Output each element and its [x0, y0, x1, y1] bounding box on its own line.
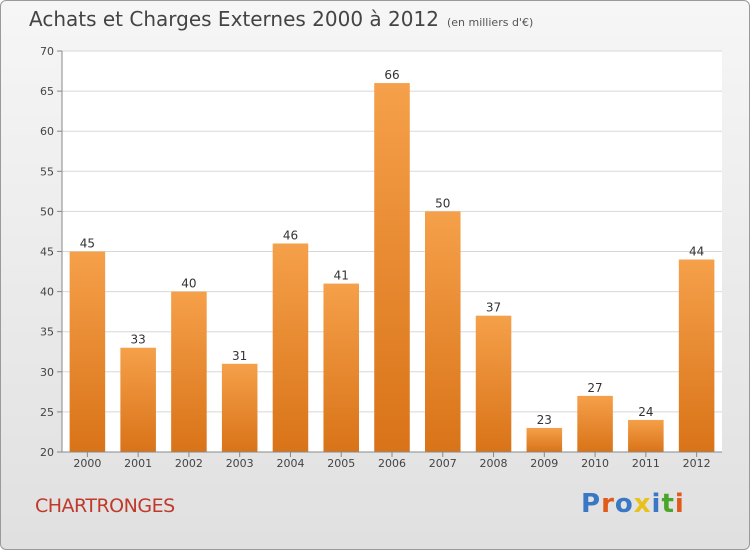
- data-label: 46: [283, 228, 298, 242]
- bar-2004: [272, 243, 309, 452]
- bar-2001: [120, 347, 156, 452]
- logo-letter: i: [674, 489, 685, 519]
- x-tick-label: 2012: [683, 457, 711, 470]
- y-tick-label: 35: [40, 326, 54, 339]
- data-label: 23: [537, 413, 552, 427]
- x-tick-label: 2002: [175, 457, 203, 470]
- x-tick-label: 2004: [276, 457, 304, 470]
- x-tick-label: 2010: [581, 457, 609, 470]
- y-tick-label: 50: [40, 205, 54, 218]
- x-tick-label: 2007: [429, 457, 457, 470]
- y-tick-label: 45: [40, 246, 54, 259]
- chart-title-text: Achats et Charges Externes 2000 à 2012: [29, 7, 439, 31]
- data-label: 41: [334, 269, 349, 283]
- bar-2007: [425, 211, 461, 452]
- data-label: 24: [638, 405, 653, 419]
- data-label: 31: [232, 349, 247, 363]
- city-name: CHARTRONGES: [35, 495, 175, 517]
- bar-2009: [526, 427, 563, 452]
- bar-2003: [221, 363, 258, 452]
- data-label: 50: [435, 196, 450, 210]
- x-tick-label: 2000: [73, 457, 101, 470]
- logo-letter: r: [601, 489, 615, 519]
- bar-2000: [69, 251, 106, 452]
- bars: 45 33 40 31 46 41 66 50 37 23 27 24 44: [69, 68, 715, 452]
- logo-letter: P: [581, 489, 602, 519]
- logo-letter: t: [661, 489, 675, 519]
- x-tick-label: 2009: [530, 457, 558, 470]
- y-axis: 20 25 30 35 40 45 50 55 60 65 70: [40, 45, 63, 459]
- x-tick-label: 2011: [632, 457, 660, 470]
- bar-2010: [577, 395, 613, 452]
- y-tick-label: 30: [40, 366, 54, 379]
- bar-2008: [475, 315, 512, 452]
- x-tick-label: 2005: [327, 457, 355, 470]
- y-tick-label: 40: [40, 286, 54, 299]
- x-tick-label: 2006: [378, 457, 406, 470]
- data-label: 33: [131, 333, 146, 347]
- bar-2011: [628, 419, 664, 452]
- y-tick-label: 20: [40, 446, 54, 459]
- data-label: 27: [587, 381, 602, 395]
- y-tick-label: 25: [40, 406, 54, 419]
- data-label: 66: [384, 68, 399, 82]
- y-tick-label: 55: [40, 165, 54, 178]
- bar-2012: [678, 259, 715, 452]
- chart-subtitle: (en milliers d'€): [446, 16, 534, 29]
- x-tick-label: 2003: [226, 457, 254, 470]
- data-label: 40: [181, 277, 196, 291]
- chart-title: Achats et Charges Externes 2000 à 2012 (e…: [29, 7, 533, 31]
- logo-letter: o: [614, 489, 634, 519]
- bar-2006: [374, 83, 410, 452]
- y-tick-label: 65: [40, 85, 54, 98]
- logo-letter: x: [633, 489, 652, 519]
- data-label: 45: [80, 237, 95, 251]
- y-tick-label: 70: [40, 45, 54, 58]
- bar-2005: [323, 283, 359, 452]
- x-axis: 2000 2001 2002 2003 2004 2005 2006 2007 2008 2009…: [62, 451, 722, 470]
- y-tick-label: 60: [40, 125, 54, 138]
- proxiti-logo: Proxiti: [581, 489, 685, 519]
- bar-2002: [171, 291, 207, 452]
- data-label: 44: [689, 245, 704, 259]
- logo-letter: i: [651, 489, 662, 519]
- data-label: 37: [486, 301, 501, 315]
- x-tick-label: 2008: [480, 457, 508, 470]
- x-tick-label: 2001: [124, 457, 152, 470]
